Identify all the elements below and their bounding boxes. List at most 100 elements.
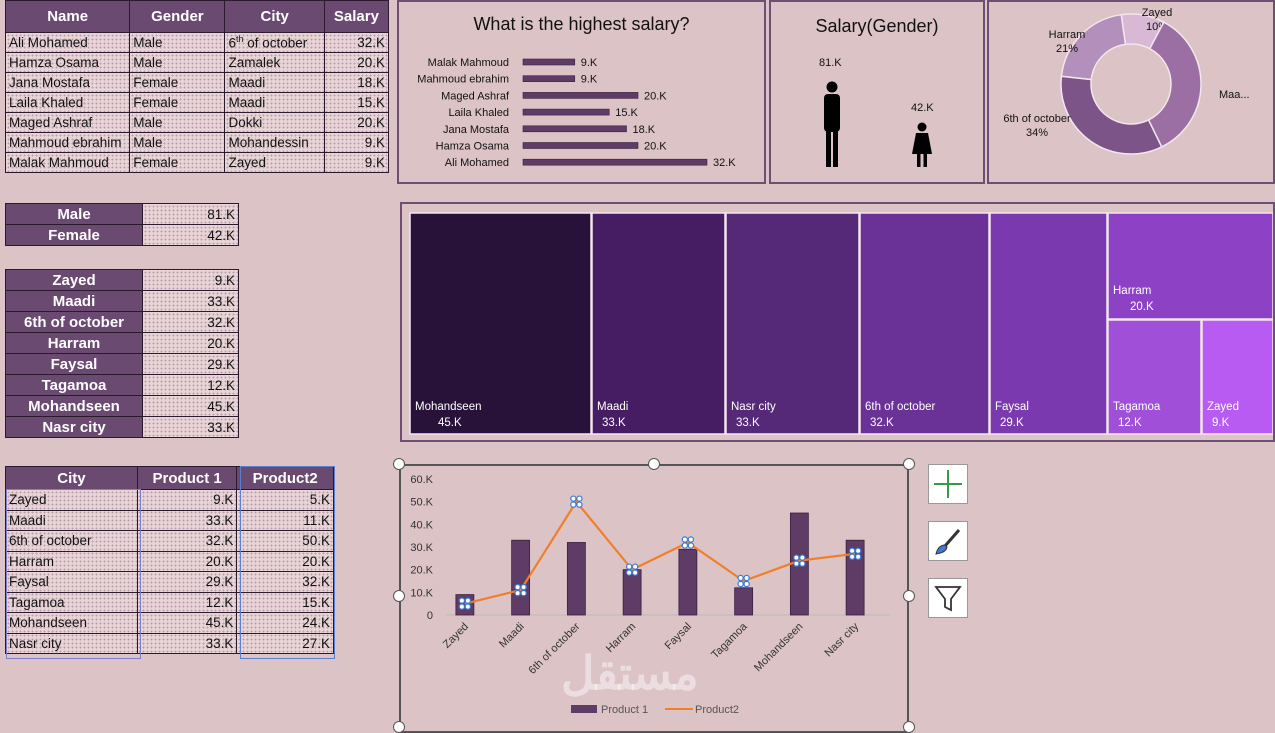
table-cell: Male	[129, 132, 226, 153]
salary-gender-title: Salary(Gender)	[815, 16, 939, 36]
y-tick-label: 50.K	[410, 497, 433, 509]
product1-bar	[566, 542, 586, 616]
selection-dot	[681, 536, 689, 543]
row-value: 33.K	[142, 416, 239, 438]
treemap-tile-value: 20.K	[1130, 301, 1154, 313]
table-cell: 20.K	[323, 52, 390, 73]
female-person-icon	[912, 122, 932, 167]
donut-slice-percent: 21%	[1056, 43, 1078, 55]
product-table-header: City Product 1 Product2	[5, 466, 334, 490]
table-row: Zayed 9.K 5.K	[5, 489, 334, 511]
table-row: Hamza Osama Male Zamalek 20.K	[4, 52, 390, 73]
product-combo-panel[interactable]: 0 10.K 20.K 30.K 40.K 50.K 60.K Zayed Maadi 6th o…	[399, 464, 909, 733]
selection-dot	[458, 603, 466, 610]
x-tick-label: Tagamoa	[709, 620, 750, 661]
row-label: Tagamoa	[5, 374, 143, 396]
selection-dot	[625, 563, 633, 570]
bar-value-label: 9.K	[581, 74, 598, 86]
bar-value-label: 32.K	[713, 157, 736, 169]
column-header: City	[5, 466, 138, 490]
selection-dot	[681, 542, 689, 549]
table-cell: Zamalek	[224, 52, 325, 73]
salary-bar	[522, 125, 627, 133]
product-table: City Product 1 Product2 Zayed 9.K 5.K Maadi 33…	[5, 466, 334, 654]
selection-dot	[743, 580, 750, 588]
treemap-tile	[409, 212, 592, 435]
selection-product2[interactable]	[240, 466, 335, 659]
brush-icon	[935, 529, 961, 555]
treemap-tile-value: 33.K	[602, 417, 626, 429]
table-cell: Maged Ashraf	[4, 112, 131, 133]
selection-dot	[743, 574, 750, 582]
table-cell: 32.K	[323, 32, 390, 53]
selection-dot	[854, 547, 862, 555]
bar-category-label: Ali Mohamed	[445, 157, 509, 169]
treemap-tile-label: Harram	[1113, 285, 1151, 297]
table-cell: 12.K	[136, 591, 238, 613]
treemap-tile-value: 33.K	[736, 417, 760, 429]
product2-point	[848, 547, 862, 561]
employee-table: Name Gender City Salary Ali Mohamed Male 6th …	[4, 0, 390, 173]
product2-point	[570, 495, 583, 508]
x-tick-label: Nasr city	[823, 620, 862, 659]
resize-handle-top-right[interactable]	[903, 458, 915, 470]
resize-handle-bottom-left[interactable]	[393, 721, 405, 733]
treemap-tile-value: 32.K	[870, 417, 894, 429]
treemap-tile-value: 29.K	[1000, 417, 1024, 429]
chart-elements-button[interactable]	[928, 464, 968, 504]
resize-handle-right[interactable]	[903, 590, 915, 602]
donut-slice	[1060, 13, 1127, 81]
resize-handle-top[interactable]	[648, 458, 660, 470]
column-header: City	[224, 0, 325, 33]
table-cell: 33.K	[136, 632, 238, 654]
highest-salary-title: What is the highest salary?	[473, 14, 690, 34]
table-row: Harram 20.K 20.K	[5, 550, 334, 572]
table-cell: 6th of october	[5, 530, 138, 552]
selection-dot	[687, 536, 695, 543]
y-tick-label: 0	[427, 610, 433, 622]
donut-slice-label: Harram	[1049, 29, 1086, 41]
product2-point	[737, 574, 750, 588]
table-row: Nasr city 33.K	[5, 416, 239, 438]
table-cell: 15.K	[323, 92, 390, 113]
resize-handle-top-left[interactable]	[393, 458, 405, 470]
selection-dot	[520, 589, 527, 597]
selection-dot	[514, 589, 521, 597]
table-cell: Zayed	[5, 489, 138, 511]
product2-line	[464, 499, 856, 605]
table-cell: 33.K	[136, 509, 238, 531]
selection-dot	[737, 580, 744, 588]
table-cell: Maadi	[224, 72, 325, 93]
row-value: 32.K	[142, 311, 239, 333]
row-label: Harram	[5, 332, 143, 354]
resize-handle-left[interactable]	[393, 590, 405, 602]
salary-bar	[522, 108, 610, 116]
male-person-icon	[824, 81, 840, 167]
selection-dot	[570, 501, 577, 508]
y-tick-label: 10.K	[410, 587, 433, 599]
table-cell: 20.K	[236, 550, 334, 572]
selection-dot	[848, 547, 856, 555]
legend-product1-label: Product 1	[601, 704, 648, 716]
treemap-tile	[1107, 212, 1273, 320]
table-cell: Hamza Osama	[4, 52, 131, 73]
table-cell: 45.K	[136, 612, 238, 634]
selection-dot	[520, 583, 527, 591]
row-label: Faysal	[5, 353, 143, 375]
row-value: 12.K	[142, 374, 239, 396]
product1-bar	[511, 539, 531, 616]
y-tick-label: 30.K	[410, 542, 433, 554]
plus-icon	[934, 470, 962, 498]
table-cell: 9.K	[323, 152, 390, 173]
donut-slice-percent: 34%	[1026, 127, 1048, 139]
selection-product1[interactable]	[6, 489, 141, 659]
table-cell: Male	[129, 52, 226, 73]
selection-dot	[576, 495, 583, 502]
resize-handle-bottom-right[interactable]	[903, 721, 915, 733]
chart-styles-button[interactable]	[928, 521, 968, 561]
donut-slice	[1147, 21, 1202, 148]
table-cell: 9.K	[323, 132, 390, 153]
city-donut-panel: Zayed 10% Maa... 6th of october 34% Harram 21%	[987, 0, 1275, 184]
chart-filters-button[interactable]	[928, 578, 968, 618]
